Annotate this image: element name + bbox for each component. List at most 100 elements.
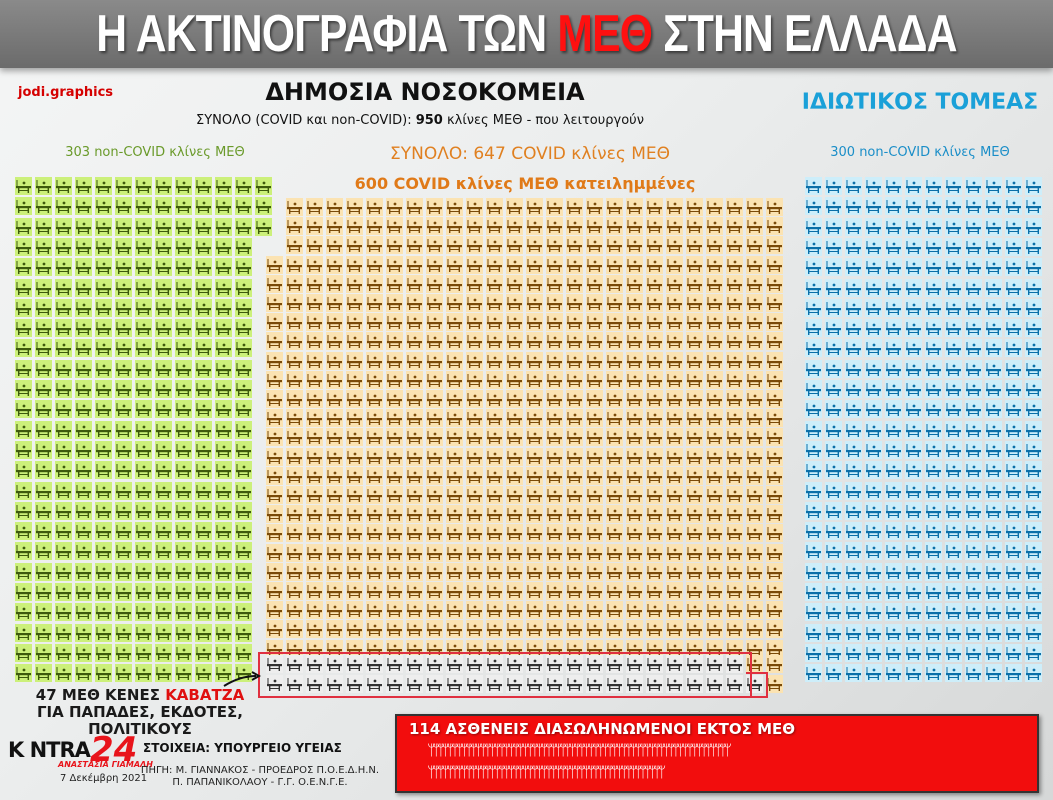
bed-icon bbox=[766, 505, 783, 524]
bed-icon bbox=[566, 217, 583, 236]
bed-icon bbox=[486, 390, 503, 408]
bed-icon bbox=[865, 298, 882, 317]
bed-icon bbox=[215, 440, 232, 459]
bed-icon bbox=[346, 601, 363, 620]
bed-icon bbox=[466, 428, 483, 447]
bed-icon bbox=[746, 313, 763, 332]
bed-icon bbox=[266, 313, 283, 332]
bed-icon bbox=[706, 505, 723, 524]
bed-icon bbox=[825, 217, 842, 236]
bed-icon bbox=[115, 664, 132, 683]
bed-icon bbox=[586, 332, 603, 351]
bed-icon bbox=[15, 583, 32, 601]
bed-icon bbox=[726, 582, 743, 600]
bed-icon bbox=[506, 217, 523, 236]
bed-icon bbox=[426, 332, 443, 351]
bed-icon bbox=[286, 217, 303, 236]
bed-icon bbox=[626, 351, 643, 370]
bed-icon bbox=[706, 255, 723, 274]
bed-icon bbox=[235, 298, 252, 317]
bed-icon bbox=[135, 664, 152, 683]
bed-icon bbox=[135, 217, 152, 236]
bed-icon bbox=[486, 409, 503, 428]
bed-icon bbox=[526, 236, 543, 255]
bed-icon bbox=[905, 501, 922, 520]
bed-icon bbox=[215, 197, 232, 216]
bed-icon bbox=[965, 217, 982, 236]
bed-icon bbox=[925, 339, 942, 358]
bed-icon bbox=[175, 562, 192, 581]
bed-icon bbox=[626, 294, 643, 312]
bed-icon bbox=[115, 400, 132, 419]
bed-icon bbox=[406, 655, 423, 673]
bed-icon bbox=[526, 313, 543, 332]
bed-icon bbox=[406, 601, 423, 620]
bed-icon bbox=[646, 332, 663, 351]
bed-icon bbox=[825, 461, 842, 480]
bed-icon bbox=[95, 603, 112, 622]
bed-icon bbox=[15, 623, 32, 642]
bed-icon bbox=[666, 447, 683, 466]
bed-icon bbox=[1005, 278, 1022, 297]
bed-icon bbox=[985, 440, 1002, 459]
bed-icon bbox=[175, 177, 192, 195]
bed-icon bbox=[115, 603, 132, 622]
bed-icon bbox=[566, 505, 583, 524]
bed-icon bbox=[546, 274, 563, 293]
bed-icon bbox=[526, 198, 543, 216]
bed-icon bbox=[686, 466, 703, 485]
bed-icon bbox=[526, 294, 543, 312]
bed-icon bbox=[35, 400, 52, 419]
bed-icon bbox=[526, 370, 543, 389]
bed-icon bbox=[945, 339, 962, 358]
bed-icon bbox=[55, 278, 72, 297]
bed-icon bbox=[586, 620, 603, 639]
bed-icon bbox=[175, 643, 192, 662]
bed-icon bbox=[195, 664, 212, 683]
bed-icon bbox=[945, 522, 962, 541]
bed-icon bbox=[666, 655, 683, 673]
bed-icon bbox=[845, 298, 862, 317]
bed-icon bbox=[466, 655, 483, 673]
bed-icon bbox=[526, 601, 543, 620]
bed-icon bbox=[626, 601, 643, 620]
bed-icon bbox=[606, 236, 623, 255]
bed-icon bbox=[945, 278, 962, 297]
bed-icon bbox=[566, 524, 583, 543]
bed-icon bbox=[286, 409, 303, 428]
bed-icon bbox=[686, 313, 703, 332]
bed-icon bbox=[766, 562, 783, 581]
bed-icon bbox=[486, 198, 503, 216]
bed-icon bbox=[746, 274, 763, 293]
bed-icon bbox=[346, 582, 363, 600]
bed-icon bbox=[486, 486, 503, 504]
bed-icon bbox=[805, 380, 822, 398]
bed-icon bbox=[905, 522, 922, 541]
bed-icon bbox=[606, 274, 623, 293]
bed-icon bbox=[155, 623, 172, 642]
bed-icon bbox=[666, 675, 683, 693]
bed-icon bbox=[566, 351, 583, 370]
bed-icon bbox=[386, 409, 403, 428]
bed-icon bbox=[406, 332, 423, 351]
bed-icon bbox=[706, 370, 723, 389]
bed-icon bbox=[726, 236, 743, 255]
bed-icon bbox=[566, 486, 583, 504]
bed-icon bbox=[115, 623, 132, 642]
bed-icon bbox=[506, 675, 523, 693]
bed-icon bbox=[706, 466, 723, 485]
bed-icon bbox=[235, 278, 252, 297]
bed-icon bbox=[135, 278, 152, 297]
private-noncovid-label: 300 non-COVID κλίνες ΜΕΘ bbox=[830, 145, 1010, 160]
bed-icon bbox=[845, 603, 862, 622]
bed-icon bbox=[75, 420, 92, 439]
bed-icon bbox=[426, 217, 443, 236]
bed-icon bbox=[845, 440, 862, 459]
bed-icon bbox=[426, 466, 443, 485]
bed-icon bbox=[406, 486, 423, 504]
bed-icon bbox=[825, 359, 842, 378]
bed-icon bbox=[406, 390, 423, 408]
bed-icon bbox=[386, 543, 403, 562]
bed-icon bbox=[486, 274, 503, 293]
bed-icon bbox=[746, 294, 763, 312]
